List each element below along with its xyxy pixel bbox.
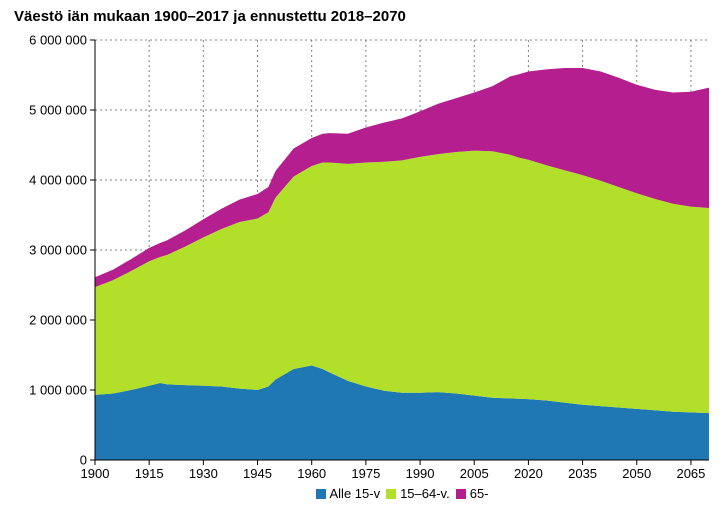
x-axis-tick-label: 1975 bbox=[351, 466, 380, 481]
x-axis-tick-label: 1990 bbox=[406, 466, 435, 481]
x-axis-tick-label: 2065 bbox=[676, 466, 705, 481]
chart-title: Väestö iän mukaan 1900–2017 ja ennustett… bbox=[14, 8, 406, 25]
legend-swatch bbox=[316, 489, 326, 499]
x-axis-tick-label: 1915 bbox=[135, 466, 164, 481]
x-axis-tick-label: 2020 bbox=[514, 466, 543, 481]
y-axis-tick-label: 5 000 000 bbox=[7, 103, 87, 118]
legend-item: 65- bbox=[456, 486, 489, 501]
legend-swatch bbox=[386, 489, 396, 499]
legend-label: Alle 15-v bbox=[330, 486, 381, 501]
x-axis-tick-label: 1960 bbox=[297, 466, 326, 481]
population-area-chart: Väestö iän mukaan 1900–2017 ja ennustett… bbox=[0, 0, 727, 513]
legend-item: 15–64-v. bbox=[386, 486, 450, 501]
x-axis-tick-label: 1930 bbox=[189, 466, 218, 481]
legend-item: Alle 15-v bbox=[316, 486, 381, 501]
legend-label: 15–64-v. bbox=[400, 486, 450, 501]
y-axis-tick-label: 1 000 000 bbox=[7, 383, 87, 398]
chart-plot-area bbox=[95, 40, 709, 460]
legend-swatch bbox=[456, 489, 466, 499]
x-axis-tick-label: 1945 bbox=[243, 466, 272, 481]
chart-legend: Alle 15-v 15–64-v. 65- bbox=[316, 486, 489, 501]
y-axis-tick-label: 0 bbox=[7, 453, 87, 468]
y-axis-tick-label: 3 000 000 bbox=[7, 243, 87, 258]
x-axis-tick-label: 2035 bbox=[568, 466, 597, 481]
y-axis-tick-label: 2 000 000 bbox=[7, 313, 87, 328]
x-axis-tick-label: 2050 bbox=[622, 466, 651, 481]
x-axis-tick-label: 1900 bbox=[81, 466, 110, 481]
y-axis-tick-label: 4 000 000 bbox=[7, 173, 87, 188]
legend-label: 65- bbox=[470, 486, 489, 501]
x-axis-tick-label: 2005 bbox=[460, 466, 489, 481]
y-axis-tick-label: 6 000 000 bbox=[7, 33, 87, 48]
